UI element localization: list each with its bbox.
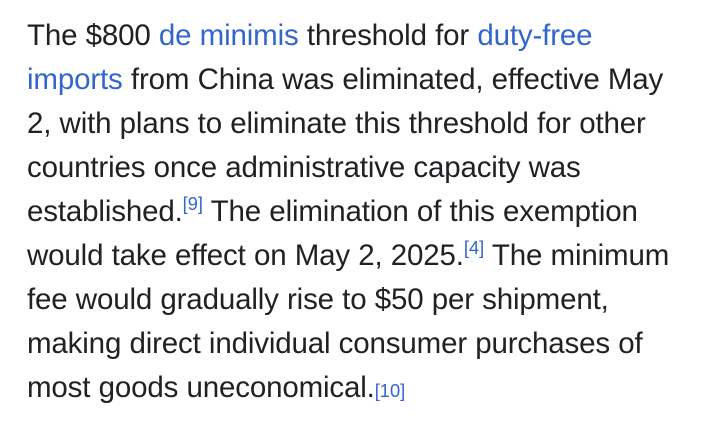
citation-reference-4[interactable]: [4] <box>463 237 485 259</box>
link-duty-free-imports[interactable]: duty-free imports <box>27 19 593 96</box>
link-de-minimis[interactable]: de minimis <box>158 19 299 52</box>
paragraph-text-segment-2: threshold for <box>298 19 478 52</box>
paragraph-text-segment-3: from China was eliminated, effective May… <box>27 63 664 228</box>
citation-reference-9[interactable]: [9] <box>182 193 203 215</box>
article-paragraph: The $800 de minimis threshold for duty-f… <box>27 14 692 413</box>
citation-reference-10[interactable]: [10] <box>374 380 406 401</box>
paragraph-text-segment-4: The elimination of this exemption would … <box>27 195 638 272</box>
paragraph-text-segment-1: The $800 <box>27 19 159 52</box>
paragraph-text-segment-5: The minimum fee would gradually rise to … <box>27 239 670 404</box>
